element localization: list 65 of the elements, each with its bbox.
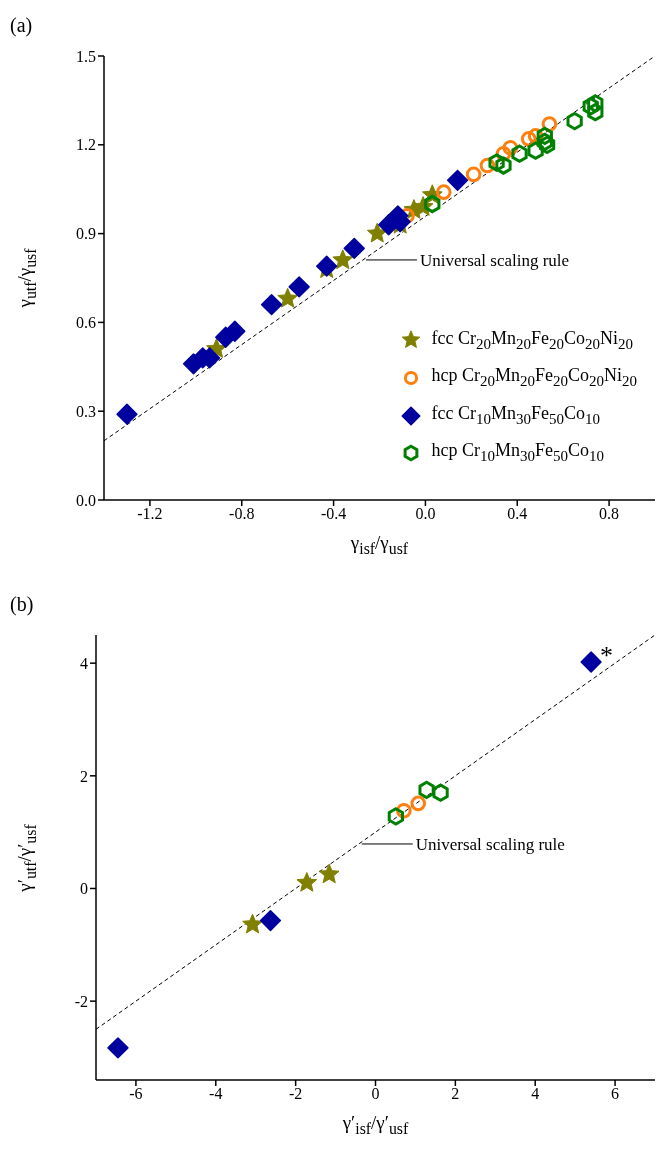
- point: [260, 293, 283, 316]
- x-tick-label: 6: [611, 1085, 620, 1103]
- point: [343, 237, 365, 260]
- annotation: Universal scaling rule: [415, 834, 565, 854]
- x-tick-label: 0.8: [599, 505, 620, 523]
- y-tick-label: 2: [80, 767, 88, 785]
- y-tick-label: 1.5: [76, 47, 96, 65]
- x-tick-label: 0: [371, 1085, 380, 1103]
- point: [566, 111, 583, 131]
- legend-label: fcc Cr$_{10}$Mn$_{30}$Fe$_{50}$Co$_{10}$: [431, 401, 600, 429]
- annotation: Universal scaling rule: [419, 250, 570, 270]
- x-tick-label: -0.8: [229, 505, 255, 523]
- y-tick-label: 0.6: [76, 314, 96, 332]
- chart-title: (b): [10, 593, 34, 616]
- x-tick-label: 0.4: [507, 505, 528, 523]
- x-tick-label: 0.0: [415, 505, 436, 523]
- y-tick-label: -2: [74, 992, 88, 1010]
- point: [587, 103, 604, 122]
- legend-label: hcp Cr$_{10}$Mn$_{30}$Fe$_{50}$Co$_{10}$: [431, 439, 604, 466]
- point: [366, 222, 388, 243]
- point: [288, 276, 310, 298]
- point: [224, 320, 246, 342]
- y-tick-label: 4: [80, 654, 88, 672]
- chart-title: (a): [10, 14, 33, 37]
- point: [465, 166, 482, 183]
- x-axis-title: γ′$_{isf}$/γ′$_{usf}$: [341, 1112, 410, 1138]
- text: hcp Cr$_{20}$Mn$_{20}$Fe$_{20}$Co$_{20}$Ni$_{20}$: [431, 365, 637, 389]
- point: [332, 249, 354, 270]
- point: [387, 807, 404, 826]
- point: [488, 153, 505, 172]
- point: [277, 287, 299, 308]
- x-tick-label: -4: [209, 1085, 223, 1103]
- point: [536, 126, 553, 146]
- text: fcc Cr$_{20}$Mn$_{20}$Fe$_{20}$Co$_{20}$Ni$_{20}$: [431, 327, 633, 352]
- point: [527, 141, 544, 160]
- point: [242, 913, 263, 934]
- x-tick-label: -0.4: [320, 505, 347, 523]
- point: [296, 872, 318, 892]
- y-tick-label: 0.3: [76, 402, 96, 420]
- point: [435, 184, 452, 200]
- x-axis-title: γ$_{isf}$/γ$_{usf}$: [349, 532, 410, 558]
- point: [107, 1037, 129, 1059]
- point: [511, 144, 528, 163]
- point: [432, 783, 449, 802]
- y-tick-label: 0.9: [76, 225, 96, 243]
- point: [418, 780, 435, 800]
- x-tick-label: 4: [531, 1085, 540, 1103]
- point: [424, 194, 441, 214]
- y-tick-label: 1.2: [76, 136, 96, 154]
- y-tick-label: 0.0: [76, 491, 96, 509]
- y-tick-label: 0: [80, 880, 88, 898]
- point: [259, 909, 282, 932]
- point: [446, 169, 469, 191]
- point: [410, 795, 427, 812]
- x-tick-label: -6: [129, 1085, 143, 1103]
- point: [318, 863, 340, 884]
- point: [580, 651, 602, 673]
- point: [587, 94, 604, 113]
- point: [582, 97, 599, 116]
- x-tick-label: 2: [451, 1085, 460, 1103]
- annotation: *: [600, 641, 614, 671]
- point: [116, 403, 138, 425]
- point: [495, 156, 512, 175]
- x-tick-label: -1.2: [137, 505, 163, 523]
- x-tick-label: -2: [288, 1085, 303, 1103]
